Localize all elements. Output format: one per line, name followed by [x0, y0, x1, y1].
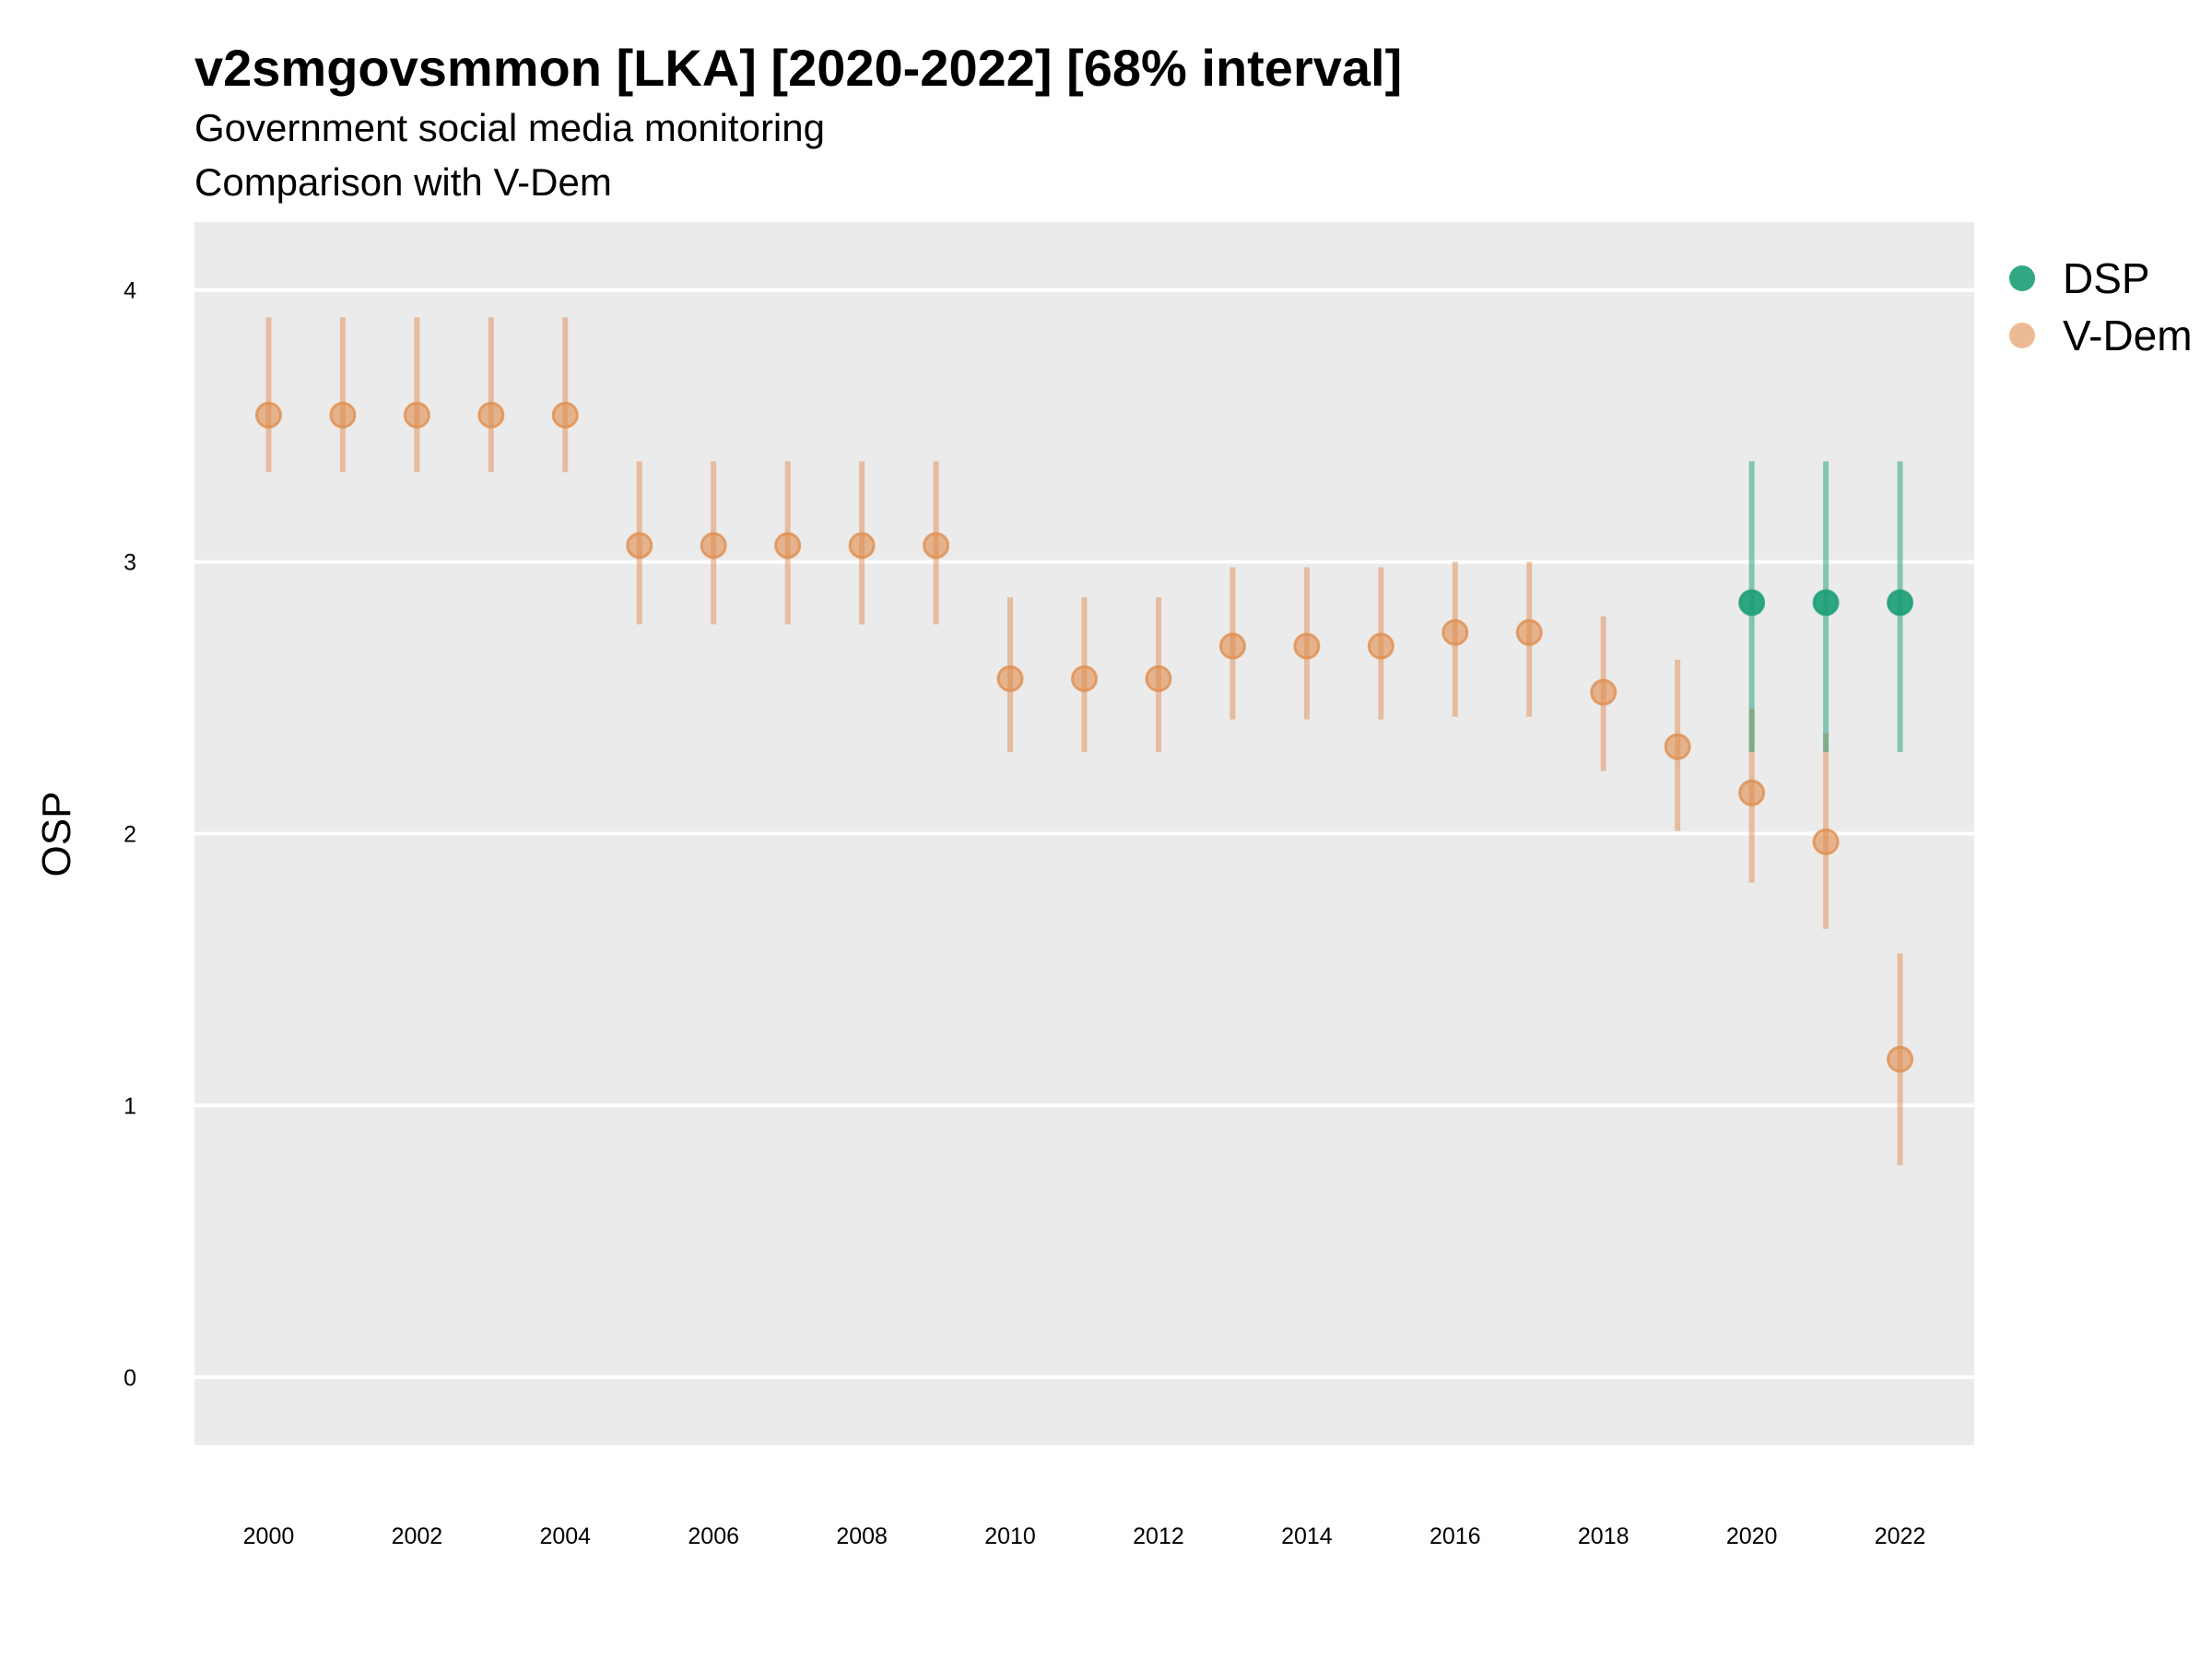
v-dem-point [1887, 1045, 1914, 1073]
y-tick-label: 3 [124, 550, 136, 576]
v-dem-point [1441, 618, 1469, 646]
v-dem-point [1145, 665, 1172, 692]
v-dem-point [1293, 632, 1321, 660]
v-dem-point [329, 401, 357, 429]
v-dem-point [254, 401, 282, 429]
x-tick-label: 2008 [836, 1524, 888, 1549]
v-dem-point [996, 665, 1024, 692]
series-v-dem [254, 317, 1914, 1166]
x-tick-label: 2014 [1281, 1524, 1333, 1549]
legend-key-dsp [2009, 265, 2035, 291]
x-tick-label: 2002 [392, 1524, 443, 1549]
v-dem-point [1664, 733, 1691, 760]
v-dem-point [1812, 828, 1840, 855]
v-dem-point [403, 401, 430, 429]
v-dem-point [848, 532, 876, 559]
legend-label-dsp: DSP [2063, 254, 2150, 302]
x-tick-label: 2000 [243, 1524, 295, 1549]
v-dem-point [1590, 678, 1618, 706]
v-dem-point [477, 401, 505, 429]
chart-subtitle-2: Comparison with V-Dem [194, 160, 612, 204]
x-tick-label: 2018 [1578, 1524, 1630, 1549]
y-tick-label: 0 [124, 1365, 136, 1391]
v-dem-point [700, 532, 727, 559]
legend-label-v-dem: V-Dem [2063, 312, 2193, 359]
x-axis-ticks: 2000 2002 2004 2006 2008 2010 2012 2014 2016 2018… [243, 1524, 1926, 1549]
y-tick-label: 1 [124, 1093, 136, 1119]
x-tick-label: 2020 [1726, 1524, 1778, 1549]
legend-key-v-dem [2009, 323, 2035, 348]
v-dem-point [626, 532, 653, 559]
grid-lines [194, 288, 1974, 1380]
dsp-point [1887, 589, 1914, 617]
dsp-point [1738, 589, 1766, 617]
v-dem-point [551, 401, 579, 429]
y-axis-label: OSP [34, 792, 79, 877]
x-tick-label: 2010 [984, 1524, 1036, 1549]
legend: DSP V-Dem [2009, 254, 2193, 359]
v-dem-point [774, 532, 802, 559]
v-dem-point [1071, 665, 1098, 692]
y-tick-label: 2 [124, 822, 136, 848]
x-tick-label: 2016 [1430, 1524, 1481, 1549]
series-dsp [1738, 461, 1914, 753]
v-dem-point [1738, 779, 1766, 806]
y-tick-label: 4 [124, 278, 136, 304]
data-series [254, 317, 1914, 1166]
v-dem-point [923, 532, 950, 559]
chart-title: v2smgovsmmon [LKA] [2020-2022] [68% inte… [194, 39, 1402, 97]
v-dem-point [1218, 632, 1246, 660]
x-tick-label: 2006 [688, 1524, 739, 1549]
chart-subtitle: Government social media monitoring [194, 106, 825, 149]
v-dem-point [1515, 618, 1543, 646]
y-axis-ticks: 0 1 2 3 4 [124, 278, 136, 1392]
dsp-point [1812, 589, 1840, 617]
v-dem-point [1367, 632, 1394, 660]
x-tick-label: 2012 [1133, 1524, 1184, 1549]
x-tick-label: 2022 [1875, 1524, 1926, 1549]
x-tick-label: 2004 [539, 1524, 591, 1549]
